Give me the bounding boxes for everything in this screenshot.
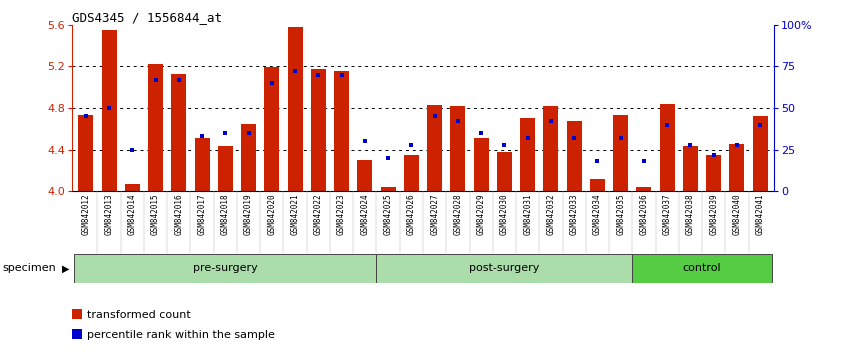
Text: GSM842019: GSM842019 [244,194,253,235]
Text: GSM842029: GSM842029 [476,194,486,235]
Text: percentile rank within the sample: percentile rank within the sample [87,330,275,339]
Text: GSM842027: GSM842027 [430,194,439,235]
Text: GSM842016: GSM842016 [174,194,184,235]
Bar [404,155,419,191]
Text: GSM842020: GSM842020 [267,194,277,235]
Bar [520,118,536,191]
Text: GSM842030: GSM842030 [500,194,509,235]
Text: GSM842022: GSM842022 [314,194,323,235]
Text: GSM842036: GSM842036 [640,194,648,235]
Bar [171,74,186,191]
Bar [288,27,303,191]
Text: GSM842015: GSM842015 [151,194,160,235]
Bar [636,187,651,191]
Text: GSM842032: GSM842032 [547,194,555,235]
Bar [241,124,256,191]
Text: GSM842013: GSM842013 [105,194,113,235]
Bar [450,106,465,191]
Bar [264,67,279,191]
Text: GDS4345 / 1556844_at: GDS4345 / 1556844_at [72,11,222,24]
Bar [195,138,210,191]
Bar [706,155,721,191]
Text: GSM842037: GSM842037 [662,194,672,235]
Bar [427,105,442,191]
Bar [381,187,396,191]
Bar [148,64,163,191]
Text: ▶: ▶ [62,263,69,273]
Text: pre-surgery: pre-surgery [193,263,258,273]
Bar [357,160,372,191]
Text: GSM842024: GSM842024 [360,194,370,235]
Text: GSM842041: GSM842041 [755,194,765,235]
Text: GSM842012: GSM842012 [81,194,91,235]
Text: GSM842028: GSM842028 [453,194,463,235]
Text: GSM842039: GSM842039 [709,194,718,235]
Bar [613,115,629,191]
Text: GSM842017: GSM842017 [198,194,206,235]
Bar [310,69,326,191]
Bar [125,184,140,191]
Text: GSM842026: GSM842026 [407,194,416,235]
Text: GSM842035: GSM842035 [616,194,625,235]
Text: GSM842021: GSM842021 [291,194,299,235]
Text: transformed count: transformed count [87,310,191,320]
Bar [497,152,512,191]
FancyBboxPatch shape [632,254,772,282]
Text: GSM842033: GSM842033 [569,194,579,235]
Text: GSM842038: GSM842038 [686,194,695,235]
Bar [753,116,767,191]
Text: GSM842025: GSM842025 [383,194,393,235]
Bar [334,70,349,191]
Bar [683,147,698,191]
Text: GSM842031: GSM842031 [523,194,532,235]
Text: GSM842040: GSM842040 [733,194,741,235]
Bar [660,104,675,191]
Bar [543,106,558,191]
Bar [217,147,233,191]
Bar [567,121,582,191]
Bar [474,138,489,191]
Bar [590,179,605,191]
Text: GSM842018: GSM842018 [221,194,230,235]
Bar [729,144,744,191]
Text: GSM842014: GSM842014 [128,194,137,235]
Text: control: control [683,263,722,273]
Text: GSM842034: GSM842034 [593,194,602,235]
Text: GSM842023: GSM842023 [337,194,346,235]
Bar [102,30,117,191]
Text: post-surgery: post-surgery [470,263,540,273]
Bar [79,115,93,191]
FancyBboxPatch shape [74,254,376,282]
Text: specimen: specimen [3,263,57,273]
FancyBboxPatch shape [376,254,632,282]
